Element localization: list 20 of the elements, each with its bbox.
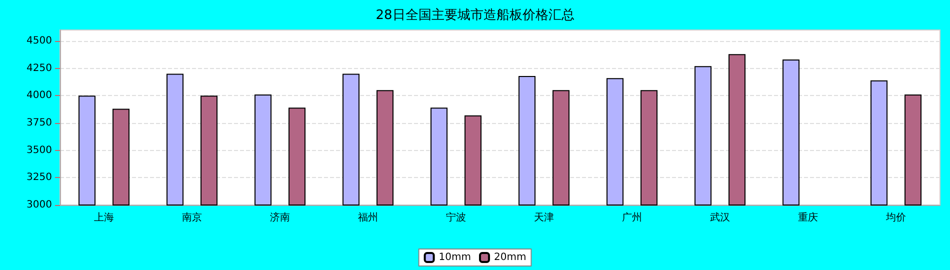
legend-label: 20mm <box>494 252 526 263</box>
x-tick-label: 宁波 <box>446 212 466 224</box>
y-tick-label: 4000 <box>26 90 52 102</box>
y-tick-label: 3250 <box>26 172 52 184</box>
x-tick-label: 天津 <box>534 212 554 224</box>
x-tick-label: 均价 <box>885 212 906 224</box>
x-tick-label: 济南 <box>270 212 290 224</box>
y-tick-label: 3750 <box>26 117 52 128</box>
legend-label: 10mm <box>438 252 472 263</box>
x-tick-label: 重庆 <box>798 212 818 224</box>
x-tick-label: 南京 <box>182 212 202 224</box>
y-tick-label: 4500 <box>26 35 52 46</box>
chart-title: 28日全国主要城市造船板价格汇总 <box>376 7 574 23</box>
y-tick-label: 3500 <box>26 144 52 156</box>
x-tick-label: 广州 <box>622 212 642 224</box>
x-tick-label: 福州 <box>358 212 378 224</box>
x-tick-label: 上海 <box>94 212 114 224</box>
x-tick-label: 武汉 <box>710 212 730 224</box>
y-tick-label: 4250 <box>26 62 52 74</box>
y-tick-label: 3000 <box>26 200 52 210</box>
